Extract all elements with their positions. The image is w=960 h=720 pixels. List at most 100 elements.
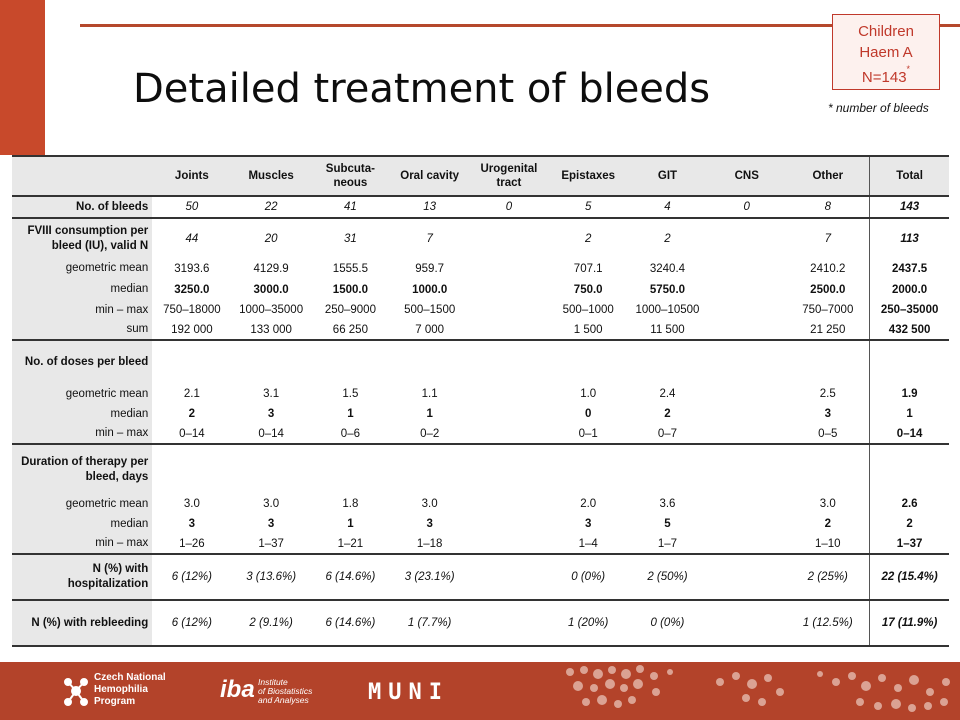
table-cell: 20: [264, 232, 278, 245]
table-cell: 1–37: [869, 534, 949, 555]
table-cell: 1–21: [310, 534, 391, 555]
row-label: sum: [12, 320, 153, 341]
table-cell: 1–7: [627, 534, 708, 555]
table-cell: [469, 494, 548, 514]
czech-logo-line-2: Hemophilia: [94, 684, 148, 695]
czech-logo-line-3: Program: [94, 696, 136, 707]
table-cell: [469, 279, 548, 300]
table-cell: 0: [469, 196, 549, 219]
table-cell: 2: [664, 232, 671, 245]
table-cell: 2.5: [819, 388, 836, 400]
table-header-row: Joints Muscles Subcuta-neous Oral cavity Uro…: [12, 155, 949, 197]
row-label: median: [12, 404, 153, 424]
table-cell: [707, 444, 786, 494]
table-cell: [707, 218, 786, 258]
table-cell: [628, 340, 707, 384]
table-cell: 1–18: [390, 534, 470, 555]
table-cell: 3.0: [263, 498, 280, 510]
table-cell: [469, 384, 548, 404]
table-cell: 3250.0: [174, 283, 210, 296]
table-cell: 2500.0: [810, 283, 846, 296]
table-cell: [469, 514, 548, 534]
table-cell: 0 (0%): [548, 554, 628, 601]
table-cell: 1500.0: [332, 283, 368, 296]
row-label: N (%) with hospitalization: [12, 554, 153, 601]
table-cell: 2: [824, 518, 831, 530]
table-cell: 250–35000: [869, 300, 949, 320]
table-cell: [469, 258, 548, 279]
row-label: No. of doses per bleed: [12, 340, 153, 384]
table-cell: 3: [584, 518, 592, 530]
table-cell: 143: [869, 196, 949, 219]
table-cell: 500–1000: [562, 304, 614, 316]
table-cell: 13: [390, 196, 470, 219]
table-cell: [311, 444, 390, 494]
table-cell: 0–2: [390, 424, 470, 445]
page-title: Detailed treatment of bleeds: [133, 66, 711, 112]
table-cell: 2.6: [869, 494, 949, 514]
table-cell: 1–26: [152, 534, 232, 555]
table-cell: 3: [824, 408, 831, 420]
table-cell: 3.0: [421, 498, 438, 510]
table-cell: 250–9000: [324, 304, 376, 316]
table-row: median 3250.0 3000.0 1500.0 1000.0 750.0 5750.…: [12, 279, 949, 300]
table-cell: 2410.2: [810, 262, 846, 275]
table-cell: [707, 340, 786, 384]
table-cell: [707, 494, 786, 514]
iba-logo: iba Institute of Biostatistics and Analy…: [216, 670, 346, 714]
table-cell: 3 (13.6%): [231, 554, 311, 601]
iba-line-3: and Analyses: [258, 695, 309, 705]
table-cell: 22: [231, 196, 311, 219]
table-cell: [469, 404, 548, 424]
table-cell: [707, 600, 787, 647]
table-cell: 0–14: [231, 424, 311, 445]
table-cell: [232, 340, 311, 384]
table-cell: 1: [347, 408, 354, 420]
table-cell: 7 000: [390, 320, 470, 341]
column-header: Urogenital tract: [469, 155, 549, 197]
table-cell: 3193.6: [174, 262, 210, 275]
top-divider-line: [80, 24, 960, 27]
row-label: min – max: [12, 424, 153, 445]
table-cell: [152, 444, 231, 494]
table-cell: 0–14: [152, 424, 232, 445]
table-cell: 1000–10500: [635, 304, 700, 316]
table-cell: 2.0: [580, 498, 597, 510]
row-label: median: [12, 514, 153, 534]
table-row: N (%) with hospitalization 6 (12%) 3 (13.6…: [12, 554, 949, 601]
table-cell: [549, 340, 628, 384]
table-cell: 1–37: [231, 534, 311, 555]
table-cell: 0–6: [310, 424, 391, 445]
row-label: min – max: [12, 300, 153, 320]
row-label: geometric mean: [12, 494, 153, 514]
table-cell: [869, 340, 949, 384]
badge-count: N=143: [861, 69, 907, 86]
footer-band: Czech National Hemophilia Program iba In…: [0, 662, 960, 720]
table-cell: 44: [185, 232, 199, 245]
table-cell: [786, 340, 869, 384]
table-cell: [707, 404, 786, 424]
table-cell: 1: [869, 404, 949, 424]
table-cell: 7: [824, 232, 831, 245]
table-cell: 1: [347, 518, 354, 530]
left-accent-bar: [0, 0, 45, 155]
table-cell: 3: [188, 518, 196, 530]
table-row: geometric mean 3193.6 4129.9 1555.5 959.7 707…: [12, 258, 949, 279]
czech-logo-text: Czech National Hemophilia Program: [94, 672, 166, 708]
table-cell: [707, 534, 787, 555]
table-cell: 41: [310, 196, 391, 219]
row-label: No. of bleeds: [12, 196, 153, 219]
table-cell: 66 250: [310, 320, 391, 341]
table-cell: 2000.0: [869, 279, 949, 300]
table-cell: 3240.4: [649, 262, 686, 275]
footnote: * number of bleeds: [828, 101, 929, 115]
column-header: CNS: [707, 155, 787, 197]
table-cell: 750–18000: [163, 304, 221, 316]
table-cell: 6 (12%): [152, 554, 232, 601]
table-row: FVIII consumption per bleed (IU), valid …: [12, 218, 949, 258]
row-label: geometric mean: [12, 258, 153, 279]
table-cell: [786, 444, 869, 494]
table-cell: 0–1: [548, 424, 628, 445]
table-cell: 5750.0: [649, 283, 686, 296]
table-cell: [628, 444, 707, 494]
